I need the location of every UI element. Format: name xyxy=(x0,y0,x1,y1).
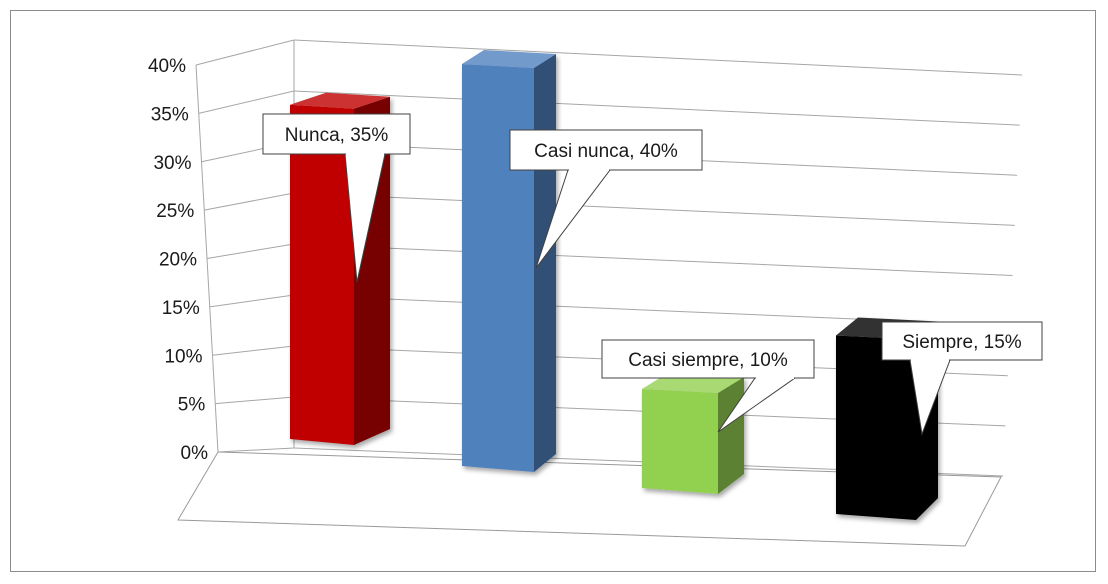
gridline-left xyxy=(198,90,295,114)
gridline-left xyxy=(212,345,295,356)
callout-box xyxy=(262,113,411,155)
callout-box xyxy=(509,129,703,171)
data-label-callout: Casi siempre, 10% xyxy=(601,339,815,433)
gridline-back xyxy=(293,243,1013,276)
y-tick-label: 5% xyxy=(178,395,206,416)
y-tick-label: 0% xyxy=(181,443,209,464)
data-label-callout: Casi nunca, 40% xyxy=(509,129,703,269)
bar-front-face xyxy=(462,64,534,472)
gridline-back xyxy=(293,90,1020,126)
data-labels: Nunca, 35% Casi nunca, 40% Casi siempre, 1… xyxy=(262,113,1043,436)
data-label-text: Casi nunca, 40% xyxy=(534,141,678,162)
left-wall-front-edge xyxy=(195,64,219,453)
data-label-text: Casi siempre, 10% xyxy=(628,350,788,371)
gridline-left xyxy=(204,192,295,211)
data-label-callout: Nunca, 35% xyxy=(262,113,411,283)
bar-front-face xyxy=(642,389,718,494)
bar-nunca xyxy=(290,92,390,445)
data-label-callout: Siempre, 15% xyxy=(881,321,1043,436)
callout-box xyxy=(601,339,815,379)
y-tick-label: 10% xyxy=(164,346,202,367)
y-tick-labels: 0% 5% 10% 15% 20% 25% 30% 35% 40% xyxy=(148,56,208,464)
gridline-left xyxy=(209,294,295,308)
bar-top-face xyxy=(290,92,390,109)
gridline-left xyxy=(217,447,295,453)
bar-top-face xyxy=(462,50,556,68)
y-tick-label: 20% xyxy=(159,250,197,271)
bar-front-face xyxy=(290,104,354,445)
bar-casi-siempre xyxy=(642,373,744,494)
callout-box xyxy=(881,321,1043,361)
gridline-left xyxy=(195,39,295,66)
bar-side-face xyxy=(718,377,744,494)
data-label-text: Siempre, 15% xyxy=(902,332,1021,353)
y-tick-label: 35% xyxy=(151,104,189,125)
gridline-back xyxy=(293,39,1023,76)
y-tick-label: 15% xyxy=(162,298,200,319)
gridline-back xyxy=(293,192,1015,226)
gridline-left xyxy=(215,396,295,405)
bar-front-face xyxy=(836,335,916,520)
y-tick-label: 40% xyxy=(148,56,186,77)
y-tick-label: 30% xyxy=(153,153,191,174)
data-label-text: Nunca, 35% xyxy=(285,125,389,146)
gridline-left xyxy=(206,243,295,259)
y-tick-label: 25% xyxy=(156,201,194,222)
